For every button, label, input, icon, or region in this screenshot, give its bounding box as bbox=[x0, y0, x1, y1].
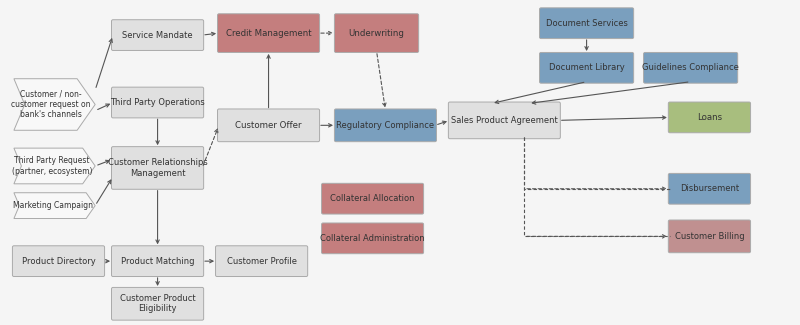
FancyBboxPatch shape bbox=[111, 20, 204, 50]
Text: Guidelines Compliance: Guidelines Compliance bbox=[642, 63, 739, 72]
FancyBboxPatch shape bbox=[539, 8, 634, 39]
Text: Customer Billing: Customer Billing bbox=[674, 232, 744, 241]
FancyBboxPatch shape bbox=[643, 52, 738, 83]
FancyBboxPatch shape bbox=[334, 14, 418, 52]
FancyBboxPatch shape bbox=[13, 246, 105, 277]
Text: Service Mandate: Service Mandate bbox=[122, 31, 193, 40]
FancyBboxPatch shape bbox=[111, 246, 204, 277]
FancyBboxPatch shape bbox=[334, 109, 437, 142]
Text: Customer Profile: Customer Profile bbox=[226, 257, 297, 266]
FancyBboxPatch shape bbox=[215, 246, 308, 277]
Text: Loans: Loans bbox=[697, 113, 722, 122]
Text: Collateral Allocation: Collateral Allocation bbox=[330, 194, 415, 203]
Text: Product Directory: Product Directory bbox=[22, 257, 95, 266]
FancyBboxPatch shape bbox=[668, 102, 750, 133]
Text: Third Party Operations: Third Party Operations bbox=[110, 98, 205, 107]
Text: Regulatory Compliance: Regulatory Compliance bbox=[336, 121, 434, 130]
Polygon shape bbox=[14, 193, 95, 218]
Text: Sales Product Agreement: Sales Product Agreement bbox=[451, 116, 558, 125]
Text: Third Party Request
(partner, ecosystem): Third Party Request (partner, ecosystem) bbox=[12, 156, 92, 176]
Polygon shape bbox=[14, 79, 95, 130]
FancyBboxPatch shape bbox=[448, 102, 560, 139]
Text: Collateral Administration: Collateral Administration bbox=[320, 234, 425, 243]
Text: Document Services: Document Services bbox=[546, 19, 627, 28]
Text: Customer Product
Eligibility: Customer Product Eligibility bbox=[120, 294, 195, 314]
Text: Credit Management: Credit Management bbox=[226, 29, 311, 38]
Text: Underwriting: Underwriting bbox=[349, 29, 405, 38]
Text: Product Matching: Product Matching bbox=[121, 257, 194, 266]
Text: Marketing Campaign: Marketing Campaign bbox=[13, 201, 93, 210]
Text: Customer Relationships
Management: Customer Relationships Management bbox=[108, 158, 207, 178]
FancyBboxPatch shape bbox=[218, 14, 319, 52]
FancyBboxPatch shape bbox=[322, 223, 423, 254]
FancyBboxPatch shape bbox=[111, 287, 204, 320]
FancyBboxPatch shape bbox=[668, 174, 750, 204]
FancyBboxPatch shape bbox=[539, 52, 634, 83]
Text: Disbursement: Disbursement bbox=[680, 184, 739, 193]
FancyBboxPatch shape bbox=[111, 147, 204, 189]
FancyBboxPatch shape bbox=[322, 183, 423, 214]
FancyBboxPatch shape bbox=[111, 87, 204, 118]
Polygon shape bbox=[14, 148, 95, 184]
Text: Document Library: Document Library bbox=[549, 63, 625, 72]
FancyBboxPatch shape bbox=[218, 109, 319, 142]
FancyBboxPatch shape bbox=[668, 220, 750, 253]
Text: Customer / non-
customer request on
bank's channels: Customer / non- customer request on bank… bbox=[11, 90, 90, 119]
Text: Customer Offer: Customer Offer bbox=[235, 121, 302, 130]
